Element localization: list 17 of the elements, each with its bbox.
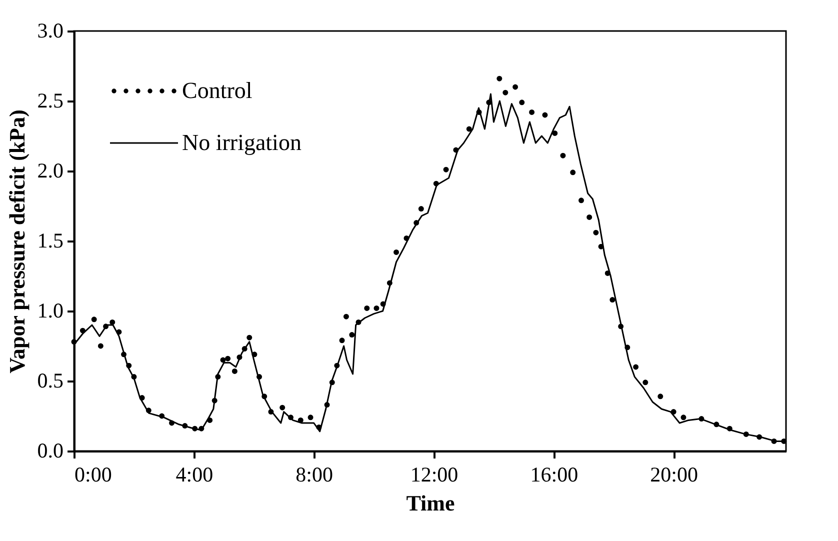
- x-tick-label: 8:00: [296, 462, 334, 486]
- x-axis-title: Time: [406, 490, 455, 516]
- x-tick-label: 16:00: [530, 462, 578, 486]
- y-tick-label: 3.0: [37, 18, 64, 42]
- y-tick-label: 0.0: [37, 438, 64, 462]
- x-tick-label: 4:00: [176, 462, 214, 486]
- y-tick-label: 0.5: [37, 368, 64, 392]
- legend-label: Control: [182, 78, 252, 103]
- y-tick-label: 2.0: [37, 158, 64, 182]
- y-tick-label: 1.0: [37, 298, 64, 322]
- x-tick-label: 20:00: [650, 462, 698, 486]
- x-tick-label: 12:00: [410, 462, 458, 486]
- y-axis-title: Vapor pressure deficit (kPa): [4, 110, 30, 374]
- y-tick-label: 2.5: [37, 88, 64, 112]
- x-tick-label: 0:00: [74, 462, 112, 486]
- legend-label: No irrigation: [182, 130, 302, 155]
- y-tick-label: 1.5: [37, 228, 64, 252]
